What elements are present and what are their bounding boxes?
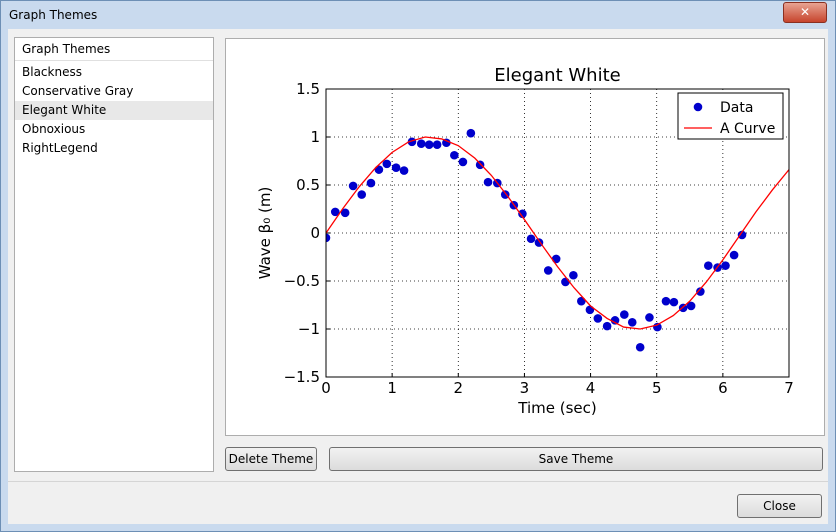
data-point bbox=[737, 230, 747, 240]
y-tick-label: 1 bbox=[310, 128, 320, 146]
data-point bbox=[721, 261, 730, 270]
data-point bbox=[348, 181, 358, 191]
chart: Elegant White Time (sec) Wave β₀ (m) 0 1 2 3 4 5… bbox=[256, 65, 794, 417]
data-point bbox=[551, 254, 561, 264]
list-item[interactable]: Obnoxious bbox=[22, 122, 86, 136]
data-point bbox=[330, 207, 340, 217]
y-tick-label: 1.5 bbox=[296, 80, 320, 98]
data-point bbox=[661, 296, 671, 306]
close-window-button[interactable]: ✕ bbox=[783, 2, 827, 23]
legend-label: A Curve bbox=[720, 121, 775, 137]
y-tick-label: −0.5 bbox=[284, 272, 320, 290]
data-point bbox=[391, 163, 401, 173]
data-point bbox=[593, 314, 603, 323]
data-point bbox=[635, 342, 645, 352]
plot-panel: Elegant White Time (sec) Wave β₀ (m) 0 1 2 3 4 5… bbox=[225, 38, 825, 436]
list-item[interactable]: Blackness bbox=[22, 65, 82, 79]
y-tick-label: 0 bbox=[310, 224, 320, 242]
save-theme-button[interactable]: Save Theme bbox=[329, 447, 823, 471]
x-tick-label: 1 bbox=[387, 379, 397, 397]
list-item[interactable]: RightLegend bbox=[22, 141, 98, 155]
y-tick-label: 0.5 bbox=[296, 176, 320, 194]
axes-frame bbox=[325, 88, 790, 378]
x-tick-label: 0 bbox=[321, 379, 331, 397]
data-point bbox=[645, 313, 654, 322]
data-point bbox=[326, 233, 331, 243]
close-button[interactable]: Close bbox=[737, 494, 822, 518]
data-point bbox=[424, 140, 434, 149]
data-point bbox=[585, 305, 595, 315]
data-point bbox=[416, 139, 426, 149]
title-bar: Graph Themes ✕ bbox=[1, 1, 835, 29]
data-point bbox=[483, 177, 493, 187]
data-point bbox=[627, 317, 637, 327]
data-point bbox=[526, 234, 536, 244]
theme-list: Graph Themes Blackness Conservative Gray E… bbox=[14, 37, 214, 472]
data-point bbox=[704, 261, 713, 270]
data-point bbox=[669, 297, 679, 307]
client-area: Graph Themes Blackness Conservative Gray E… bbox=[8, 29, 828, 524]
chart-title: Elegant White bbox=[494, 65, 620, 86]
data-point bbox=[432, 140, 442, 149]
list-item[interactable]: Conservative Gray bbox=[22, 84, 134, 98]
plot-area bbox=[326, 128, 789, 352]
data-point bbox=[543, 266, 553, 275]
data-point bbox=[475, 160, 485, 170]
list-header: Graph Themes bbox=[15, 38, 213, 61]
data-point bbox=[366, 178, 376, 188]
data-point bbox=[357, 190, 367, 199]
data-point bbox=[610, 316, 620, 325]
legend-box bbox=[677, 92, 784, 140]
x-tick-label: 6 bbox=[718, 379, 728, 397]
delete-theme-button[interactable]: Delete Theme bbox=[225, 447, 317, 471]
data-point bbox=[382, 159, 392, 169]
x-tick-label: 5 bbox=[652, 379, 662, 397]
data-point bbox=[399, 166, 409, 175]
x-tick-label: 4 bbox=[586, 379, 596, 397]
data-point bbox=[518, 209, 527, 219]
data-point bbox=[450, 150, 459, 160]
x-tick-label: 2 bbox=[454, 379, 464, 397]
list-item[interactable]: Elegant White bbox=[15, 101, 213, 120]
x-axis-label: Time (sec) bbox=[517, 399, 596, 417]
data-point bbox=[729, 250, 739, 260]
y-tick-label: −1.5 bbox=[284, 368, 320, 386]
separator bbox=[8, 481, 828, 482]
data-point bbox=[569, 270, 578, 280]
data-point bbox=[620, 310, 629, 319]
list-items: Blackness Conservative Gray Elegant White O… bbox=[15, 63, 213, 158]
window-title: Graph Themes bbox=[9, 8, 98, 22]
data-point bbox=[458, 157, 468, 167]
legend-label: Data bbox=[720, 100, 753, 116]
data-point bbox=[686, 301, 696, 311]
data-point bbox=[466, 128, 476, 138]
data-point bbox=[561, 277, 570, 287]
x-tick-label: 3 bbox=[520, 379, 530, 397]
x-tick-label: 7 bbox=[784, 379, 794, 397]
legend-marker bbox=[693, 102, 703, 112]
curve bbox=[326, 136, 789, 330]
y-tick-label: −1 bbox=[298, 320, 320, 338]
data-point bbox=[602, 321, 612, 331]
y-axis-label: Wave β₀ (m) bbox=[256, 187, 274, 280]
data-point bbox=[340, 208, 350, 218]
data-point bbox=[696, 287, 705, 296]
